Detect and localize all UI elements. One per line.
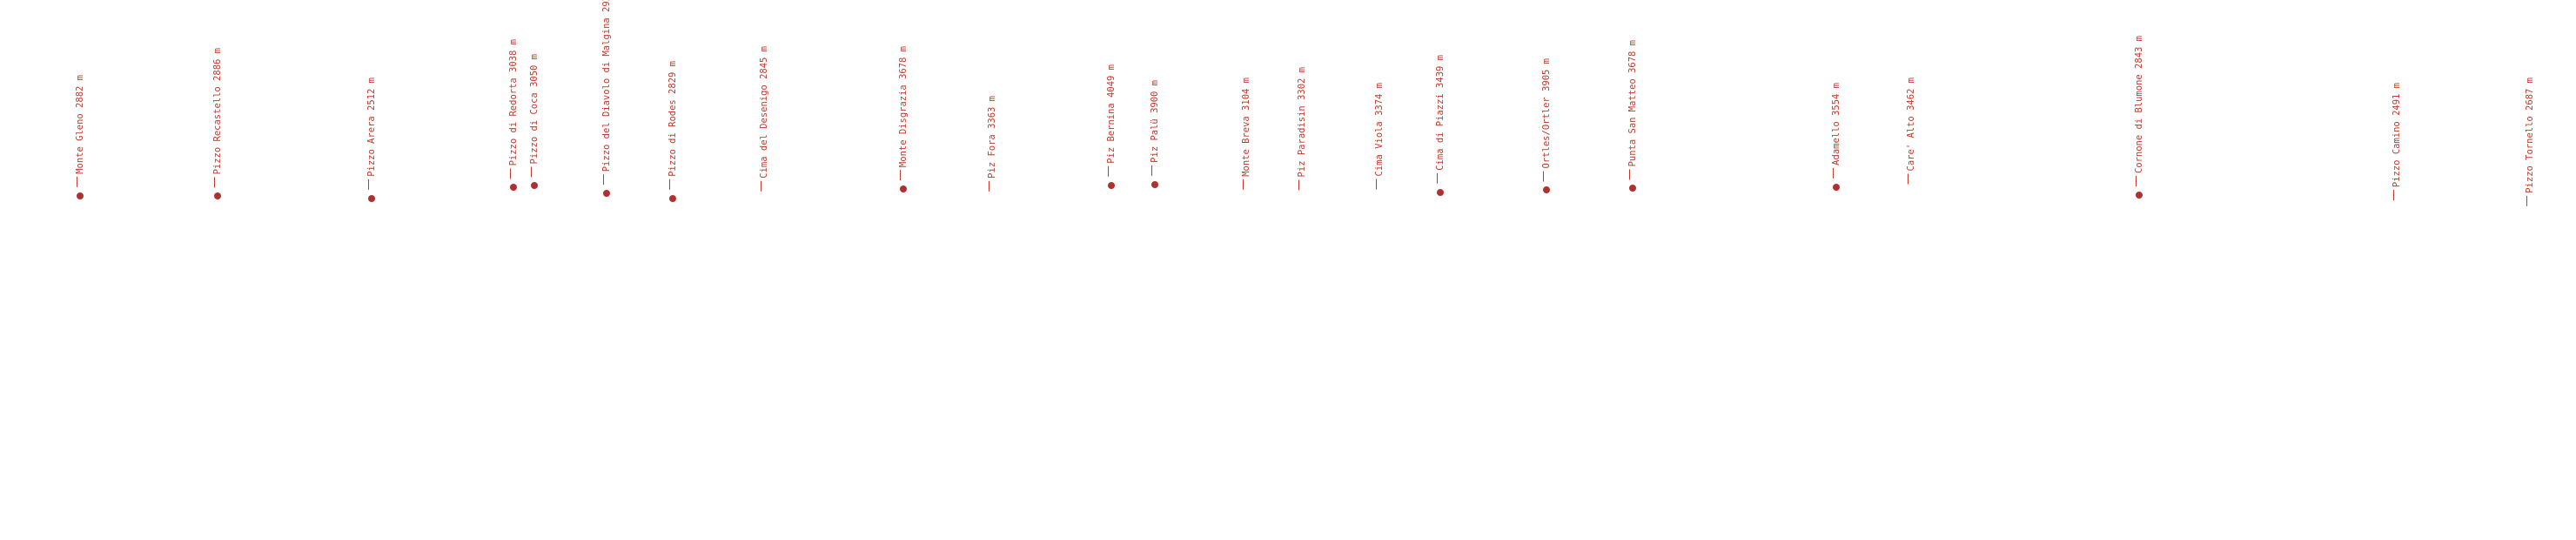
peak-marker xyxy=(510,184,517,191)
peak-label: Monte Disgrazia 3678 m xyxy=(897,46,909,180)
peak-marker xyxy=(1437,189,1444,196)
peak-marker xyxy=(669,195,676,202)
peak-label: Adamello 3554 m xyxy=(1830,83,1842,179)
peak-label: Pizzo Arera 2512 m xyxy=(366,78,378,190)
peak-label: Cima di Piazzi 3439 m xyxy=(1434,55,1446,184)
peak-marker xyxy=(1833,184,1840,191)
peak-label: Piz Paradisin 3302 m xyxy=(1296,67,1308,190)
peak-label: Pizzo Camino 2491 m xyxy=(2391,83,2403,200)
peak-label: Pizzo di Coca 3050 m xyxy=(528,54,540,177)
peak-label: Pizzo Recastello 2886 m xyxy=(211,48,224,187)
peak-marker xyxy=(368,195,375,202)
peak-marker xyxy=(1629,185,1636,192)
peak-marker xyxy=(900,186,907,192)
peak-marker xyxy=(1543,186,1550,193)
peak-label: Punta San Matteo 3678 m xyxy=(1627,40,1639,179)
peak-marker xyxy=(77,192,84,199)
peak-label: Monte Breva 3104 m xyxy=(1240,78,1252,190)
peak-label: Piz Palü 3900 m xyxy=(1149,80,1161,176)
peak-marker xyxy=(603,190,610,197)
peak-marker xyxy=(1151,181,1158,188)
peak-label: Care' Alto 3462 m xyxy=(1905,78,1917,184)
peak-label: Cima Viola 3374 m xyxy=(1373,83,1385,189)
peak-label: Pizzo di Rodes 2829 m xyxy=(667,61,679,190)
peak-marker xyxy=(214,192,221,199)
peak-label: Pizzo di Redorta 3038 m xyxy=(507,39,520,179)
peak-label: Cima del Desenigo 2845 m xyxy=(758,46,770,192)
peak-label: Ortles/Ortler 3905 m xyxy=(1540,58,1553,181)
peak-marker xyxy=(1108,182,1115,189)
peak-marker xyxy=(2136,192,2143,199)
peak-label: Pizzo del Diavolo di Malgina 2926 m xyxy=(600,0,613,185)
peak-label: Pizzo Tornello 2687 m xyxy=(2524,78,2536,206)
peak-label: Piz Fora 3363 m xyxy=(986,96,998,192)
peak-marker xyxy=(531,182,538,189)
peak-label: Cornone di Blumone 2843 m xyxy=(2133,36,2145,186)
peak-label: Monte Gleno 2882 m xyxy=(74,75,86,187)
peak-label: Piz Bernina 4049 m xyxy=(1105,64,1117,177)
